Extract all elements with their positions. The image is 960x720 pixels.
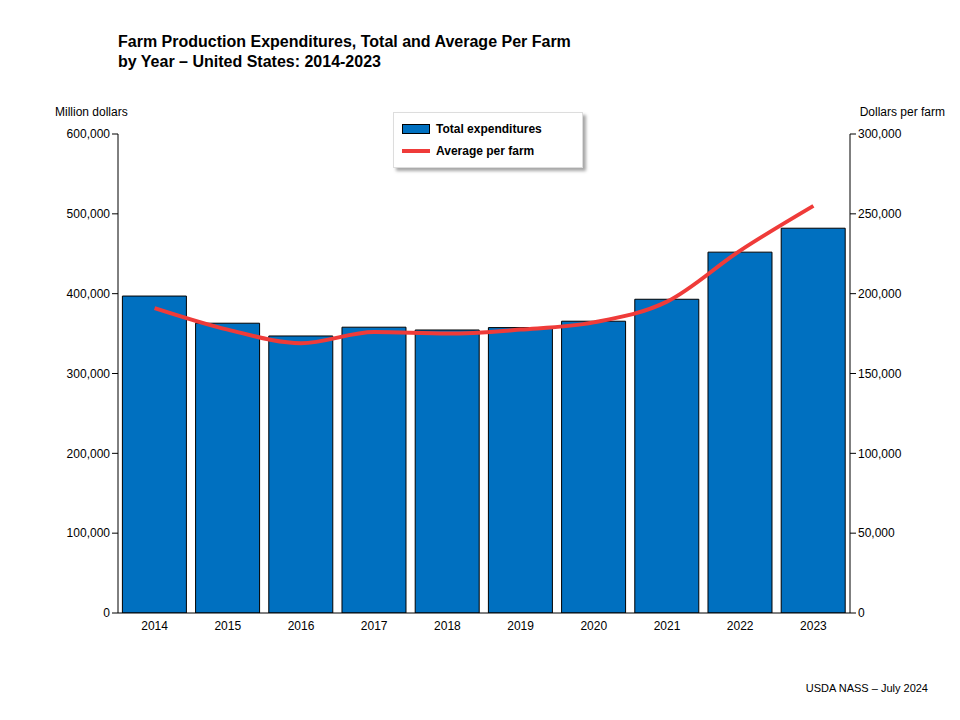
html-text:Farm Production Expenditures,: Farm Production Expenditures, Total and … [118, 33, 571, 50]
svg-text:300,000: 300,000 [67, 367, 111, 381]
svg-text:100,000: 100,000 [67, 526, 111, 540]
svg-text:200,000: 200,000 [858, 287, 902, 301]
html-text:Dollars per farm: Dollars per farm [859, 105, 945, 119]
svg-text:2014: 2014 [141, 619, 168, 633]
svg-text:250,000: 250,000 [858, 207, 902, 221]
svg-text:100,000: 100,000 [858, 447, 902, 461]
svg-text:2022: 2022 [727, 619, 754, 633]
svg-text:300,000: 300,000 [858, 127, 902, 141]
svg-text:400,000: 400,000 [67, 287, 111, 301]
svg-text:0: 0 [103, 606, 110, 620]
svg-text:2017: 2017 [361, 619, 388, 633]
svg-text:2016: 2016 [288, 619, 315, 633]
svg-text:200,000: 200,000 [67, 447, 111, 461]
svg-text:2023: 2023 [800, 619, 827, 633]
svg-text:2015: 2015 [214, 619, 241, 633]
svg-text:600,000: 600,000 [67, 127, 111, 141]
html-text:USDA NASS – July 2024: USDA NASS – July 2024 [805, 682, 928, 694]
html-text:by Year – United States: 2014-: by Year – United States: 2014-2023 [118, 53, 381, 70]
svg-text:2021: 2021 [654, 619, 681, 633]
svg-text:150,000: 150,000 [858, 367, 902, 381]
html-text:Average per farm: Average per farm [436, 144, 535, 158]
html-text:Total expenditures: Total expenditures [436, 122, 542, 136]
svg-text:500,000: 500,000 [67, 207, 111, 221]
svg-text:0: 0 [858, 606, 865, 620]
html-text:Million dollars: Million dollars [55, 105, 128, 119]
svg-text:2018: 2018 [434, 619, 461, 633]
svg-text:2019: 2019 [507, 619, 534, 633]
svg-text:50,000: 50,000 [858, 526, 895, 540]
svg-text:2020: 2020 [580, 619, 607, 633]
